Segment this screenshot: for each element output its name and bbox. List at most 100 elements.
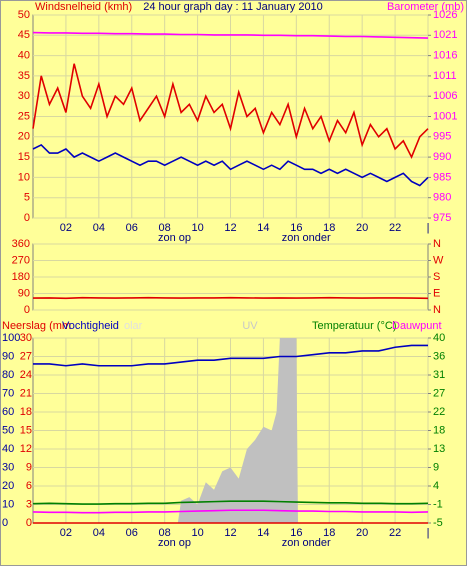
- x-tick-label: 20: [356, 527, 368, 539]
- x-tick-label: 14: [257, 527, 269, 539]
- x-tick-label: 08: [159, 222, 171, 234]
- line: [32, 31, 429, 39]
- x-tick-label: 18: [323, 222, 335, 234]
- line: [33, 344, 428, 367]
- x-tick-label: 10: [191, 222, 203, 234]
- y2-tick-label: 27: [433, 387, 445, 399]
- y-tick-label: 0: [24, 212, 30, 224]
- y3-tick-label: 3: [26, 498, 32, 510]
- y-tick-label: 20: [18, 131, 30, 143]
- y2-tick-label: 36: [433, 350, 445, 362]
- panel-label: Neerslag (mm: [2, 320, 71, 332]
- y2-tick-label: 975: [433, 212, 451, 224]
- panel-label: Dauwpunt: [392, 320, 442, 332]
- line: [32, 500, 429, 505]
- y2-tick-label: 1021: [433, 29, 457, 41]
- y2-tick-label: 4: [433, 480, 439, 492]
- y3-tick-label: 15: [20, 424, 32, 436]
- y-tick-label: 270: [12, 254, 30, 266]
- y2-tick-label: N: [433, 304, 441, 316]
- chart-title: 24 hour graph day : 11 January 2010: [143, 1, 323, 13]
- y-tick-label: 70: [2, 387, 14, 399]
- y3-tick-label: 21: [20, 387, 32, 399]
- x-tick-label: 02: [60, 222, 72, 234]
- y2-tick-label: -1: [433, 498, 443, 510]
- y2-tick-label: N: [433, 238, 441, 250]
- y2-tick-label: -5: [433, 517, 443, 529]
- y-tick-label: 40: [18, 50, 30, 62]
- y-tick-label: 25: [18, 110, 30, 122]
- y2-tick-label: 1001: [433, 110, 457, 122]
- x-tick-label: 14: [257, 222, 269, 234]
- y-tick-label: 90: [18, 287, 30, 299]
- y2-axis-title: Barometer (mb): [387, 1, 464, 13]
- y-tick-label: 30: [2, 461, 14, 473]
- y-tick-label: 100: [2, 332, 20, 344]
- y2-tick-label: 1011: [433, 70, 457, 82]
- annotation: zon op: [158, 537, 191, 549]
- y-tick-label: 0: [24, 304, 30, 316]
- y2-tick-label: 980: [433, 192, 451, 204]
- x-tick-label: 18: [323, 527, 335, 539]
- line: [32, 509, 429, 514]
- x-tick-label: 08: [159, 527, 171, 539]
- line: [32, 63, 429, 160]
- y-tick-label: 50: [18, 9, 30, 21]
- y2-tick-label: 18: [433, 424, 445, 436]
- y2-tick-label: 1016: [433, 50, 457, 62]
- y-tick-label: 80: [2, 369, 14, 381]
- y2-tick-label: 990: [433, 151, 451, 163]
- x-tick-label: 06: [126, 527, 138, 539]
- y2-tick-label: 40: [433, 332, 445, 344]
- y-tick-label: 50: [2, 424, 14, 436]
- y2-tick-label: 31: [433, 369, 445, 381]
- y2-tick-label: E: [433, 287, 440, 299]
- y2-tick-label: 985: [433, 171, 451, 183]
- y-tick-label: 90: [2, 350, 14, 362]
- y-tick-label: 10: [18, 171, 30, 183]
- x-tick-label: 04: [93, 222, 105, 234]
- y-tick-label: 30: [18, 90, 30, 102]
- annotation: zon onder: [282, 232, 331, 244]
- y-tick-label: 60: [2, 406, 14, 418]
- y3-tick-label: 0: [26, 517, 32, 529]
- x-tick-label: 22: [389, 527, 401, 539]
- y2-tick-label: 9: [433, 461, 439, 473]
- y3-tick-label: 24: [20, 369, 32, 381]
- annotation: zon op: [158, 232, 191, 244]
- x-tick-label: 10: [191, 527, 203, 539]
- y-tick-label: 5: [24, 192, 30, 204]
- y-axis-title: Windsnelheid (kmh): [35, 1, 132, 13]
- x-tick-label: 06: [126, 222, 138, 234]
- y-tick-label: 40: [2, 443, 14, 455]
- area: [177, 338, 298, 523]
- x-tick-label: 22: [389, 222, 401, 234]
- x-tick-label: 04: [93, 527, 105, 539]
- y3-tick-label: 27: [20, 350, 32, 362]
- y2-tick-label: 1006: [433, 90, 457, 102]
- x-tick-label: 16: [290, 527, 302, 539]
- x-tick-label: 02: [60, 527, 72, 539]
- x-tick-label: |: [427, 527, 430, 539]
- y2-tick-label: 22: [433, 406, 445, 418]
- y2-tick-label: 13: [433, 443, 445, 455]
- y-tick-label: 360: [12, 238, 30, 250]
- y2-tick-label: 995: [433, 131, 451, 143]
- y-tick-label: 20: [2, 480, 14, 492]
- y3-tick-label: 6: [26, 480, 32, 492]
- y3-tick-label: 12: [20, 443, 32, 455]
- y-tick-label: 0: [2, 517, 8, 529]
- x-tick-label: 16: [290, 222, 302, 234]
- panel-label: olar: [124, 320, 143, 332]
- line: [32, 143, 429, 187]
- y-tick-label: 45: [18, 29, 30, 41]
- x-tick-label: 12: [224, 527, 236, 539]
- annotation: zon onder: [282, 537, 331, 549]
- panel-label: UV: [242, 320, 258, 332]
- y3-tick-label: 30: [20, 332, 32, 344]
- y2-tick-label: 1026: [433, 9, 457, 21]
- y3-tick-label: 18: [20, 406, 32, 418]
- y-tick-label: 35: [18, 70, 30, 82]
- y-tick-label: 15: [18, 151, 30, 163]
